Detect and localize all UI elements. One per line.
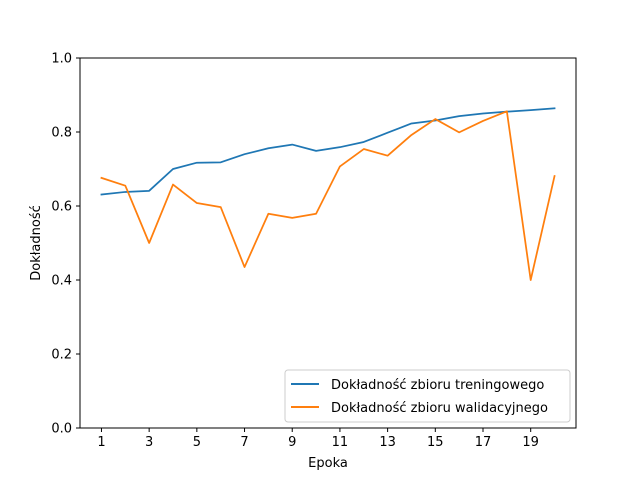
x-tick-label: 15 bbox=[427, 435, 444, 450]
x-tick-label: 1 bbox=[97, 435, 105, 450]
legend-box bbox=[284, 369, 571, 423]
validation-accuracy-line bbox=[100, 110, 556, 281]
x-tick-label: 17 bbox=[475, 435, 492, 450]
x-tick-label: 7 bbox=[240, 435, 248, 450]
legend-label-training: Dokładność zbioru treningowego bbox=[331, 378, 544, 393]
x-tick-label: 9 bbox=[288, 435, 296, 450]
y-tick-label: 0.0 bbox=[51, 422, 72, 437]
y-axis-ticks: 0.0 0.2 0.4 0.6 0.8 1.0 bbox=[51, 52, 80, 437]
y-axis-label: Dokładność bbox=[29, 205, 44, 281]
y-tick-label: 0.4 bbox=[51, 274, 72, 289]
series-layer bbox=[100, 107, 556, 281]
y-tick-label: 1.0 bbox=[51, 52, 72, 67]
x-axis-ticks: 1 3 5 7 9 11 13 15 17 19 bbox=[97, 428, 539, 450]
axes-frame bbox=[79, 57, 577, 429]
y-tick-label: 0.6 bbox=[51, 200, 72, 215]
x-tick-label: 19 bbox=[522, 435, 539, 450]
x-axis-label: Epoka bbox=[308, 456, 348, 471]
x-tick-label: 5 bbox=[193, 435, 201, 450]
x-tick-label: 3 bbox=[145, 435, 153, 450]
y-tick-label: 0.2 bbox=[51, 348, 72, 363]
plot-area bbox=[79, 57, 577, 429]
x-tick-label: 11 bbox=[332, 435, 349, 450]
x-tick-label: 13 bbox=[379, 435, 396, 450]
legend: Dokładność zbioru treningowego Dokładnoś… bbox=[284, 369, 571, 423]
legend-label-validation: Dokładność zbioru walidacyjnego bbox=[331, 401, 548, 416]
y-tick-label: 0.8 bbox=[51, 126, 72, 141]
training-accuracy-line bbox=[100, 107, 556, 196]
